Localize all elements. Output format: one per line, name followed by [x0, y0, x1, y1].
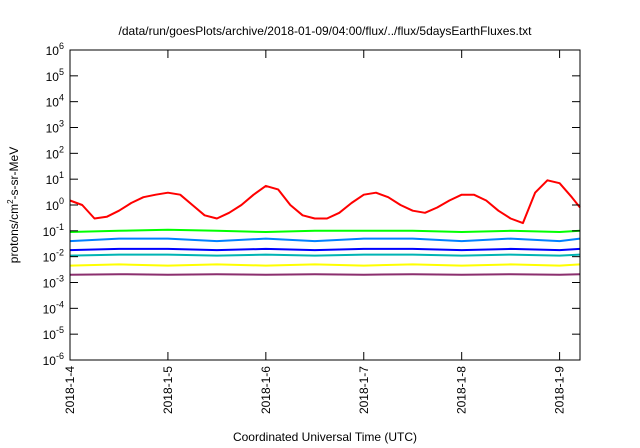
series-line-7 — [69, 273, 581, 276]
y-tick-label: 10-5 — [43, 325, 64, 342]
y-tick-label: 106 — [46, 41, 64, 58]
y-tick-label: 104 — [46, 93, 64, 110]
y-tick-label: 100 — [46, 196, 64, 213]
y-tick-label: 103 — [46, 119, 64, 136]
x-axis-label: Coordinated Universal Time (UTC) — [233, 430, 417, 444]
series-line-2 — [69, 228, 581, 233]
x-tick-label: 2018-1-5 — [161, 366, 175, 414]
series-line-4 — [69, 247, 581, 252]
x-tick-label: 2018-1-7 — [357, 366, 371, 414]
y-axis-label: protons/cm2-s-sr-MeV — [6, 147, 21, 263]
series-line-1 — [69, 179, 581, 225]
y-axis: 10-6 10-5 10-4 10-3 10-2 10-1 100 101 102 103 104 1… — [43, 41, 580, 368]
chart-title: /data/run/goesPlots/archive/2018-01-09/0… — [119, 24, 533, 38]
x-tick-label: 2018-1-6 — [259, 366, 273, 414]
x-tick-label: 2018-1-9 — [553, 366, 567, 414]
y-tick-label: 10-2 — [43, 248, 64, 265]
y-tick-label: 10-4 — [43, 299, 64, 316]
x-tick-label: 2018-1-8 — [455, 366, 469, 414]
series-line-6 — [69, 263, 581, 267]
x-axis: 2018-1-4 2018-1-5 2018-1-6 2018-1-7 2018-1-8… — [63, 50, 567, 414]
series-layer — [69, 179, 581, 276]
y-tick-label: 10-1 — [43, 222, 64, 239]
series-line-3 — [69, 237, 581, 243]
y-tick-label: 10-3 — [43, 274, 64, 291]
y-tick-label: 102 — [46, 144, 64, 161]
y-tick-label: 101 — [46, 170, 64, 187]
x-tick-label: 2018-1-4 — [63, 366, 77, 414]
series-line-5 — [69, 253, 581, 257]
y-tick-label: 10-6 — [43, 351, 64, 368]
y-tick-label: 105 — [46, 67, 64, 84]
plot-frame — [69, 49, 581, 361]
